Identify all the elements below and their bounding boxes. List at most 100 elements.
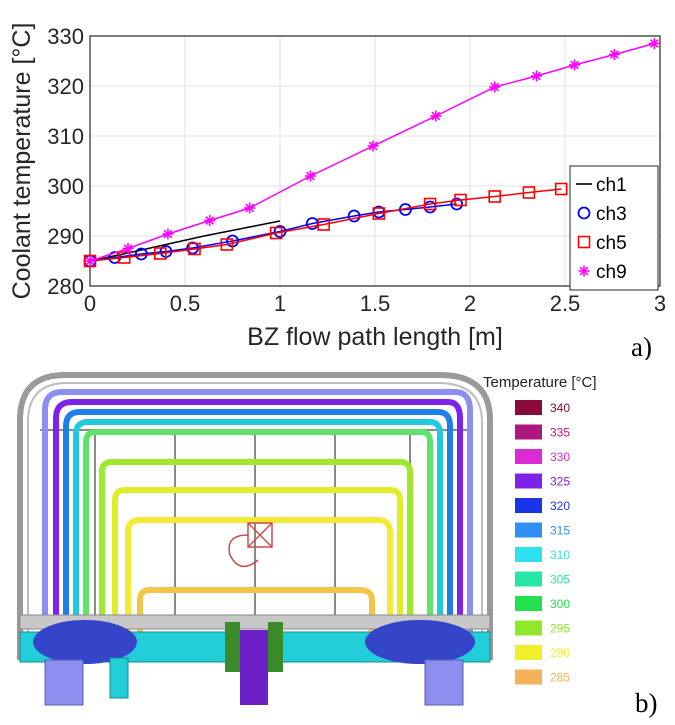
series-ch9 xyxy=(84,38,660,267)
x-tick-label: 3 xyxy=(654,291,666,316)
series-line-ch1 xyxy=(89,220,281,262)
series-line-ch3 xyxy=(89,203,457,262)
y-axis-label: Coolant temperature [°C] xyxy=(8,23,36,300)
data-point-circle xyxy=(347,209,361,223)
scale-label: 325 xyxy=(550,475,570,489)
y-tick-label: 310 xyxy=(47,124,84,149)
data-point-square xyxy=(554,182,568,196)
channel-8 xyxy=(125,517,393,635)
breeding-zone-temperature-map: Temperature [°C] 340 335 330 325 320 315 310 30… xyxy=(17,372,658,718)
scale-swatch xyxy=(515,571,542,587)
channel-2 xyxy=(53,399,463,635)
data-point-square xyxy=(154,247,167,260)
data-point-star xyxy=(204,215,216,226)
data-point-square xyxy=(317,218,331,231)
scale-swatch xyxy=(515,645,542,660)
coolant-channels xyxy=(42,389,473,635)
x-tick-label: 2.5 xyxy=(550,291,581,316)
x-tick-label: 2 xyxy=(464,291,476,316)
y-tick-label: 330 xyxy=(47,24,84,49)
green-pipe-left xyxy=(225,622,240,672)
outer-frame-inner xyxy=(27,382,483,660)
data-point-circle xyxy=(577,206,591,220)
y-tick-label: 280 xyxy=(47,274,84,299)
scale-swatch xyxy=(515,400,542,415)
data-point-square xyxy=(220,238,234,251)
scale-label: 285 xyxy=(550,671,570,685)
green-pipe-right xyxy=(268,622,283,672)
legend-label: ch9 xyxy=(596,262,627,283)
scale-label: 315 xyxy=(550,524,570,538)
data-point-square xyxy=(454,193,467,207)
channel-5 xyxy=(83,429,433,635)
left-manifold xyxy=(33,620,137,664)
data-point-star xyxy=(367,140,379,152)
scale-swatch xyxy=(515,424,542,440)
legend: ch1 ch3 ch5 ch9 xyxy=(569,165,659,291)
scale-swatch xyxy=(515,449,542,464)
x-tick-label: 1 xyxy=(274,291,286,316)
series-layer xyxy=(83,38,660,268)
data-point-star xyxy=(122,243,134,254)
x-tick-label: 0.5 xyxy=(170,291,201,316)
data-point-star xyxy=(489,81,501,93)
legend-label: ch3 xyxy=(596,204,627,225)
plot-frame xyxy=(89,35,661,287)
panel-a-letter: a) xyxy=(631,332,652,360)
y-tick-label: 300 xyxy=(47,174,84,199)
center-outlet xyxy=(240,630,268,705)
scale-label: 340 xyxy=(550,401,570,415)
series-ch1 xyxy=(89,220,281,262)
data-point-square xyxy=(269,226,283,240)
series-line-ch5 xyxy=(89,188,562,262)
data-point-star xyxy=(84,255,96,267)
channel-7 xyxy=(112,487,403,635)
channel-6 xyxy=(99,459,413,635)
panel-b-letter: b) xyxy=(635,688,658,718)
x-axis-label: BZ flow path length [m] xyxy=(247,323,503,351)
data-point-star xyxy=(162,228,174,240)
x-tick-label: 1.5 xyxy=(360,291,391,316)
scale-label: 320 xyxy=(550,499,570,513)
data-point-square xyxy=(188,242,201,256)
data-point-square xyxy=(488,190,502,203)
small-pipe xyxy=(109,657,129,699)
data-point-star xyxy=(648,38,660,49)
left-outlet xyxy=(44,659,84,706)
scale-swatch xyxy=(515,547,542,562)
channel-9 xyxy=(137,587,375,635)
scale-label: 290 xyxy=(550,646,570,660)
series-ch5 xyxy=(83,182,568,268)
data-point-circle xyxy=(134,247,148,261)
scale-swatch xyxy=(515,669,542,685)
channel-3 xyxy=(63,409,453,635)
y-tick-label: 290 xyxy=(47,224,84,249)
center-symbol xyxy=(228,522,273,568)
legend-label: ch1 xyxy=(596,175,627,196)
temperature-scale: 340 335 330 325 320 315 310 305 300 295 290 285 xyxy=(515,400,570,685)
axis-ticks: 0 0.5 1 1.5 2 2.5 3 280 290 300 310 320 330 xyxy=(47,24,666,316)
scale-label: 335 xyxy=(550,426,570,440)
scale-title: Temperature [°C] xyxy=(483,374,597,391)
data-point-star xyxy=(244,202,256,214)
data-point-square xyxy=(423,197,437,211)
scale-swatch xyxy=(515,522,542,538)
right-outlet xyxy=(424,659,464,706)
data-point-star xyxy=(304,170,316,182)
x-tick-label: 0 xyxy=(84,291,96,316)
data-point-square xyxy=(577,235,591,249)
scale-label: 310 xyxy=(550,548,570,562)
line-chart: 0 0.5 1 1.5 2 2.5 3 280 290 300 310 320 330 BZ flow … xyxy=(8,23,666,360)
data-point-circle xyxy=(450,197,464,211)
data-point-star xyxy=(608,49,620,60)
data-point-star xyxy=(531,70,542,82)
right-manifold xyxy=(365,620,475,664)
channel-4 xyxy=(73,419,443,635)
scale-swatch xyxy=(515,473,542,489)
y-tick-label: 320 xyxy=(47,74,84,99)
legend-label: ch5 xyxy=(596,233,627,254)
scale-label: 305 xyxy=(550,573,570,587)
scale-swatch xyxy=(515,620,542,636)
data-point-square xyxy=(522,186,536,199)
scale-label: 300 xyxy=(550,597,570,611)
